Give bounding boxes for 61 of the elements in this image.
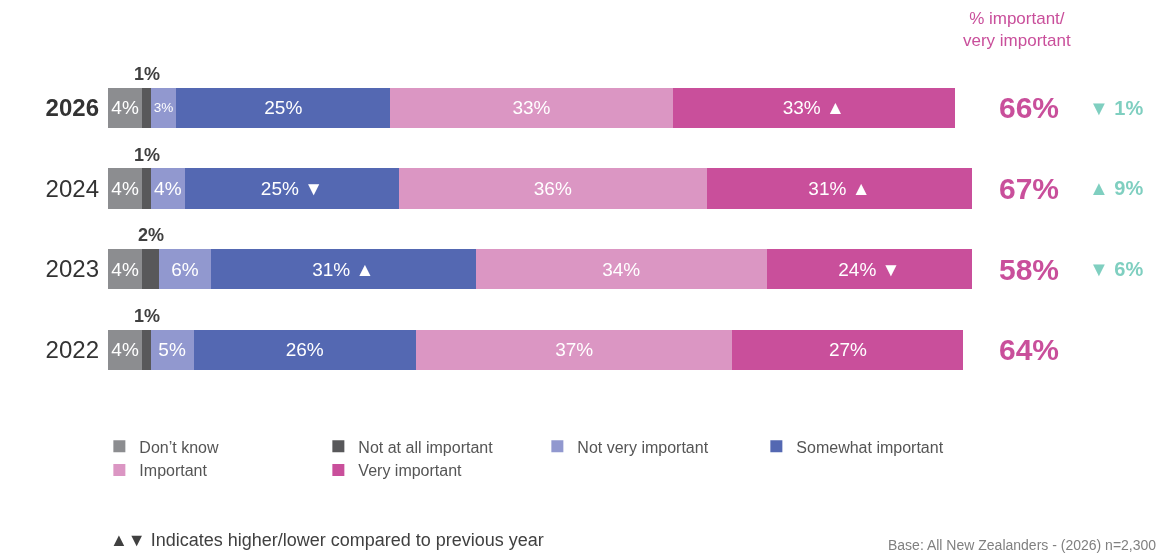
- data-label: 27%: [828, 339, 868, 361]
- bar: [193, 329, 416, 370]
- data-label: 33% ▲: [782, 97, 845, 119]
- data-label: 1%: [134, 64, 161, 84]
- bar: [475, 248, 767, 290]
- data-label: 2%: [138, 225, 165, 245]
- text: ▲▼ Indicates higher/lower compared to previous year: [110, 530, 544, 550]
- text: 58%: [999, 253, 1060, 286]
- bar: [142, 248, 160, 290]
- data-label: 31% ▲: [312, 258, 375, 280]
- data-label: 24% ▼: [838, 258, 901, 280]
- bar: [176, 87, 391, 128]
- data-label: 4%: [111, 258, 139, 280]
- legend-label: Very important: [358, 462, 463, 480]
- legend-label: Not at all important: [358, 438, 494, 456]
- bar: [706, 168, 972, 209]
- data-label: 1%: [134, 145, 161, 165]
- data-label: 26%: [285, 339, 324, 361]
- bar: [390, 87, 673, 128]
- bar: [210, 248, 476, 290]
- text: 64%: [999, 333, 1060, 366]
- data-label: 5%: [158, 339, 186, 361]
- text: 67%: [999, 172, 1060, 205]
- data-label: 6%: [171, 258, 199, 280]
- bar: [184, 168, 399, 209]
- data-label: 4%: [111, 97, 139, 119]
- legend-label: Not very important: [577, 438, 709, 456]
- bar: [159, 248, 211, 290]
- data-label: 31% ▲: [808, 177, 871, 199]
- data-label: 4%: [111, 177, 139, 199]
- data-label: 3%: [153, 100, 174, 116]
- data-label: 33%: [512, 97, 551, 119]
- data-label: 4%: [154, 177, 182, 199]
- data-label: 4%: [111, 339, 139, 361]
- data-label: 36%: [533, 177, 572, 199]
- y-tick-label: 2024: [45, 174, 99, 202]
- text: % important/ very important: [963, 9, 1071, 51]
- text: Base: All New Zealanders - (2026) n=2,300: [888, 537, 1157, 553]
- bar: [732, 329, 964, 370]
- bar: [142, 329, 151, 370]
- data-label: 37%: [555, 339, 594, 361]
- data-label: 25%: [264, 97, 303, 119]
- text: ▼ 1%: [1089, 97, 1144, 119]
- bar: [142, 168, 151, 209]
- text: ▲ 9%: [1089, 177, 1144, 199]
- data-label: 34%: [602, 258, 641, 280]
- legend-label: Don’t know: [139, 438, 219, 456]
- y-tick-label: 2022: [45, 336, 99, 364]
- data-label: 25% ▼: [260, 177, 323, 199]
- legend-label: Somewhat important: [796, 438, 944, 456]
- bar: [142, 87, 151, 128]
- data-label: 1%: [134, 306, 161, 326]
- bar: [398, 168, 707, 209]
- y-tick-label: 2023: [45, 255, 99, 283]
- bar: [672, 87, 955, 128]
- bar: [766, 248, 972, 290]
- y-tick-label: 2026: [45, 94, 99, 122]
- bar: [415, 329, 733, 370]
- text: 66%: [999, 91, 1060, 124]
- legend-label: Important: [139, 462, 208, 480]
- text: ▼ 6%: [1089, 258, 1144, 280]
